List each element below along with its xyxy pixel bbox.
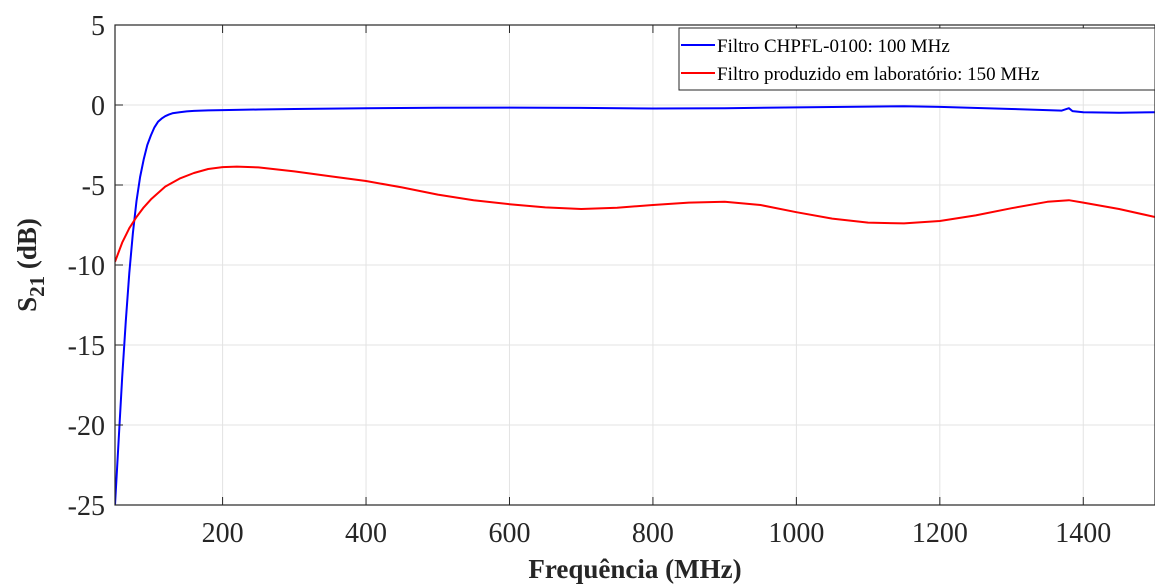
- tick-labels: 200 400 600 800 1000 1200 1400 5 0 -5 -10 -15 -20 -25: [68, 11, 1112, 549]
- series-line-1: [115, 165, 1155, 263]
- legend-label-chpfl: Filtro CHPFL-0100: 100 MHz: [717, 36, 950, 57]
- ticks: [115, 24, 1084, 506]
- x-tick-label-2: 600: [488, 518, 530, 549]
- series-group: [115, 105, 1155, 505]
- y-tick-label-4: -15: [68, 331, 105, 362]
- y-axis-title: S21 (dB): [12, 218, 49, 312]
- y-axis-title-base: S: [12, 297, 42, 312]
- legend: Filtro CHPFL-0100: 100 MHz Filtro produz…: [678, 27, 1155, 91]
- x-tick-label-6: 1400: [1055, 518, 1111, 549]
- y-tick-label-1: 0: [91, 91, 105, 122]
- series-line-0: [115, 105, 1155, 505]
- x-tick-label-1: 400: [345, 518, 387, 549]
- y-axis-title-subscript: 21: [25, 276, 49, 297]
- legend-box: [678, 27, 1155, 91]
- y-tick-label-3: -10: [68, 251, 105, 282]
- y-tick-label-5: -20: [68, 411, 105, 442]
- y-tick-label-2: -5: [82, 171, 105, 202]
- x-axis-title: Frequência (MHz): [528, 554, 741, 584]
- x-tick-label-4: 1000: [768, 518, 824, 549]
- y-tick-label-0: 5: [91, 11, 105, 42]
- x-tick-label-3: 800: [632, 518, 674, 549]
- legend-label-laboratorio: Filtro produzido em laboratório: 150 MHz: [717, 64, 1039, 85]
- y-tick-label-6: -25: [68, 491, 105, 522]
- x-tick-label-0: 200: [202, 518, 244, 549]
- x-tick-label-5: 1200: [912, 518, 968, 549]
- grid: [115, 25, 1155, 505]
- y-axis-title-suffix: (dB): [12, 218, 42, 276]
